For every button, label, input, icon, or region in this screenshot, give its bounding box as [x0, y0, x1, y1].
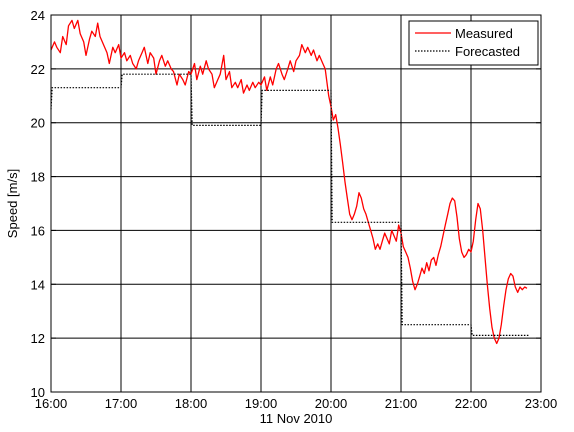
legend-box — [408, 20, 539, 66]
y-tick-label: 20 — [31, 116, 45, 131]
x-tick-label: 19:00 — [245, 396, 278, 411]
y-tick-label: 24 — [31, 8, 45, 23]
ticks: 16:00 17:00 18:00 19:00 20:00 21:00 22:00 23:00… — [31, 8, 558, 411]
x-tick-label: 23:00 — [525, 396, 558, 411]
legend-label-forecasted: Forecasted — [455, 44, 520, 59]
legend: Measured Forecasted — [408, 20, 539, 66]
series-line-forecasted — [50, 73, 530, 336]
y-tick-label: 12 — [31, 331, 45, 346]
y-tick-label: 18 — [31, 170, 45, 185]
y-tick-label: 10 — [31, 385, 45, 400]
x-tick-label: 18:00 — [175, 396, 208, 411]
x-axis-label: 11 Nov 2010 — [260, 411, 333, 426]
x-tick-label: 22:00 — [455, 396, 488, 411]
y-tick-label: 22 — [31, 62, 45, 77]
x-tick-label: 20:00 — [315, 396, 348, 411]
y-tick-label: 16 — [31, 223, 45, 238]
x-tick-label: 17:00 — [105, 396, 138, 411]
axes-box — [50, 14, 542, 393]
legend-label-measured: Measured — [455, 26, 513, 41]
series-layer — [50, 19, 530, 345]
series-line-measured — [50, 19, 528, 345]
x-tick-label: 16:00 — [35, 396, 68, 411]
grid — [51, 15, 541, 392]
x-tick-label: 21:00 — [385, 396, 418, 411]
y-axis-label: Speed [m/s] — [5, 169, 20, 238]
y-tick-label: 14 — [31, 277, 45, 292]
